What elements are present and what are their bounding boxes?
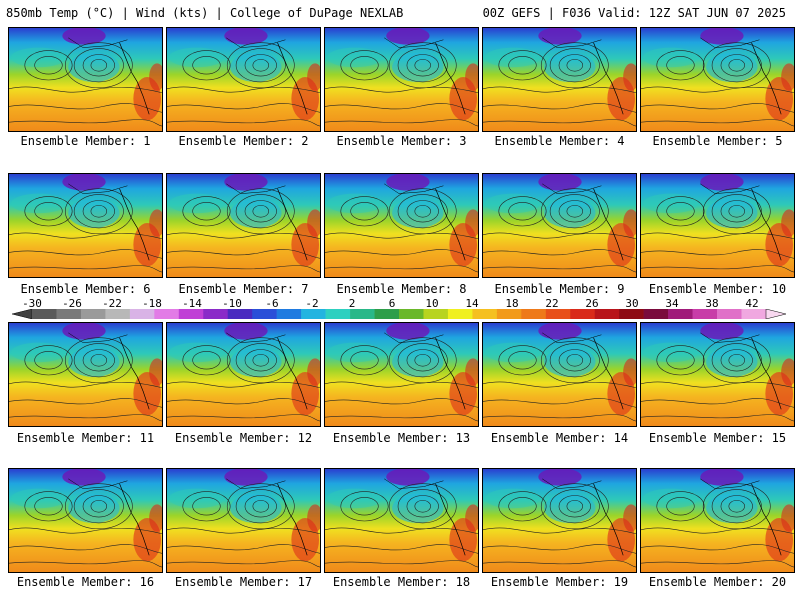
run-info: 00Z GEFS | F036 Valid: 12Z SAT JUN 07 20… — [482, 6, 786, 20]
page-title: 850mb Temp (°C) | Wind (kts) | College o… — [6, 6, 404, 20]
ensemble-member-label: Ensemble Member: 18 — [332, 575, 471, 589]
ensemble-map-panel — [640, 27, 795, 132]
colorbar-segment — [276, 309, 302, 319]
ensemble-map-panel — [482, 468, 637, 573]
ensemble-member-label: Ensemble Member: 4 — [494, 134, 625, 148]
colorbar-segment — [399, 309, 424, 319]
colorbar-right-arrow — [765, 309, 786, 319]
colorbar-tick-label: 14 — [465, 297, 479, 310]
colorbar-tick-label: -14 — [182, 297, 202, 310]
colorbar-segment — [56, 309, 82, 319]
colorbar-segment — [178, 309, 204, 319]
colorbar-segment — [741, 309, 767, 319]
colorbar-tick-label: 38 — [705, 297, 719, 310]
ensemble-map-panel — [8, 468, 163, 573]
ensemble-map-panel — [482, 173, 637, 278]
colorbar-segment — [521, 309, 547, 319]
colorbar-segment — [594, 309, 620, 319]
ensemble-map-panel — [482, 27, 637, 132]
colorbar-segment — [545, 309, 571, 319]
colorbar-tick-label: -26 — [62, 297, 82, 310]
colorbar-segment — [692, 309, 718, 319]
ensemble-map-panel — [324, 322, 479, 427]
ensemble-member-label: Ensemble Member: 6 — [20, 282, 151, 296]
ensemble-map-panel — [324, 173, 479, 278]
colorbar-tick-label: 34 — [665, 297, 679, 310]
ensemble-member-label: Ensemble Member: 9 — [494, 282, 625, 296]
colorbar-tick-label: 2 — [348, 297, 356, 310]
ensemble-member-label: Ensemble Member: 19 — [490, 575, 629, 589]
colorbar-segment — [570, 309, 596, 319]
colorbar-segment — [472, 309, 498, 319]
ensemble-map-panel — [166, 468, 321, 573]
colorbar-segment — [32, 309, 57, 319]
colorbar-tick-label: -6 — [265, 297, 279, 310]
colorbar-segment — [227, 309, 253, 319]
colorbar-tick-label: 6 — [388, 297, 396, 310]
colorbar-tick-label: -2 — [305, 297, 319, 310]
colorbar-segment — [203, 309, 229, 319]
ensemble-map-panel — [8, 27, 163, 132]
ensemble-map-panel — [8, 173, 163, 278]
colorbar-segment — [154, 309, 180, 319]
colorbar-tick-label: -22 — [102, 297, 122, 310]
colorbar-segment — [129, 309, 155, 319]
colorbar-segment — [619, 309, 644, 319]
ensemble-member-label: Ensemble Member: 14 — [490, 431, 629, 445]
colorbar-segment — [252, 309, 277, 319]
ensemble-member-label: Ensemble Member: 10 — [648, 282, 787, 296]
ensemble-map-panel — [640, 468, 795, 573]
colorbar-segment — [105, 309, 131, 319]
ensemble-map-panel — [166, 322, 321, 427]
ensemble-map-panel — [482, 322, 637, 427]
ensemble-member-label: Ensemble Member: 7 — [178, 282, 309, 296]
ensemble-member-label: Ensemble Member: 20 — [648, 575, 787, 589]
ensemble-map-panel — [324, 468, 479, 573]
ensemble-map-panel — [640, 173, 795, 278]
colorbar-left-arrow — [12, 309, 33, 319]
ensemble-member-label: Ensemble Member: 12 — [174, 431, 313, 445]
ensemble-member-label: Ensemble Member: 17 — [174, 575, 313, 589]
colorbar-segment — [717, 309, 742, 319]
colorbar-segment — [447, 309, 473, 319]
colorbar-tick-label: 22 — [545, 297, 559, 310]
colorbar-tick-label: 42 — [745, 297, 759, 310]
ensemble-member-label: Ensemble Member: 15 — [648, 431, 787, 445]
ensemble-map-panel — [166, 173, 321, 278]
colorbar-tick-label: -18 — [142, 297, 162, 310]
colorbar-segment — [374, 309, 400, 319]
colorbar-segment — [80, 309, 106, 319]
colorbar-segment — [301, 309, 326, 319]
colorbar-tick-label: 10 — [425, 297, 439, 310]
ensemble-map-panel — [640, 322, 795, 427]
ensemble-map-panel — [166, 27, 321, 132]
colorbar-segment — [668, 309, 693, 319]
ensemble-map-panel — [8, 322, 163, 427]
temperature-colorbar — [12, 309, 786, 319]
ensemble-member-label: Ensemble Member: 5 — [652, 134, 783, 148]
colorbar-segment — [350, 309, 375, 319]
colorbar-tick-label: 18 — [505, 297, 519, 310]
ensemble-member-label: Ensemble Member: 1 — [20, 134, 151, 148]
colorbar-tick-label: -10 — [222, 297, 242, 310]
ensemble-member-label: Ensemble Member: 16 — [16, 575, 155, 589]
colorbar-tick-label: -30 — [22, 297, 42, 310]
ensemble-member-label: Ensemble Member: 3 — [336, 134, 467, 148]
colorbar-segment — [423, 309, 449, 319]
colorbar-tick-label: 26 — [585, 297, 599, 310]
colorbar-segment — [496, 309, 522, 319]
colorbar-segment — [325, 309, 351, 319]
ensemble-member-label: Ensemble Member: 13 — [332, 431, 471, 445]
colorbar-tick-label: 30 — [625, 297, 639, 310]
colorbar-segment — [643, 309, 669, 319]
ensemble-map-panel — [324, 27, 479, 132]
ensemble-member-label: Ensemble Member: 8 — [336, 282, 467, 296]
ensemble-member-label: Ensemble Member: 2 — [178, 134, 309, 148]
ensemble-member-label: Ensemble Member: 11 — [16, 431, 155, 445]
